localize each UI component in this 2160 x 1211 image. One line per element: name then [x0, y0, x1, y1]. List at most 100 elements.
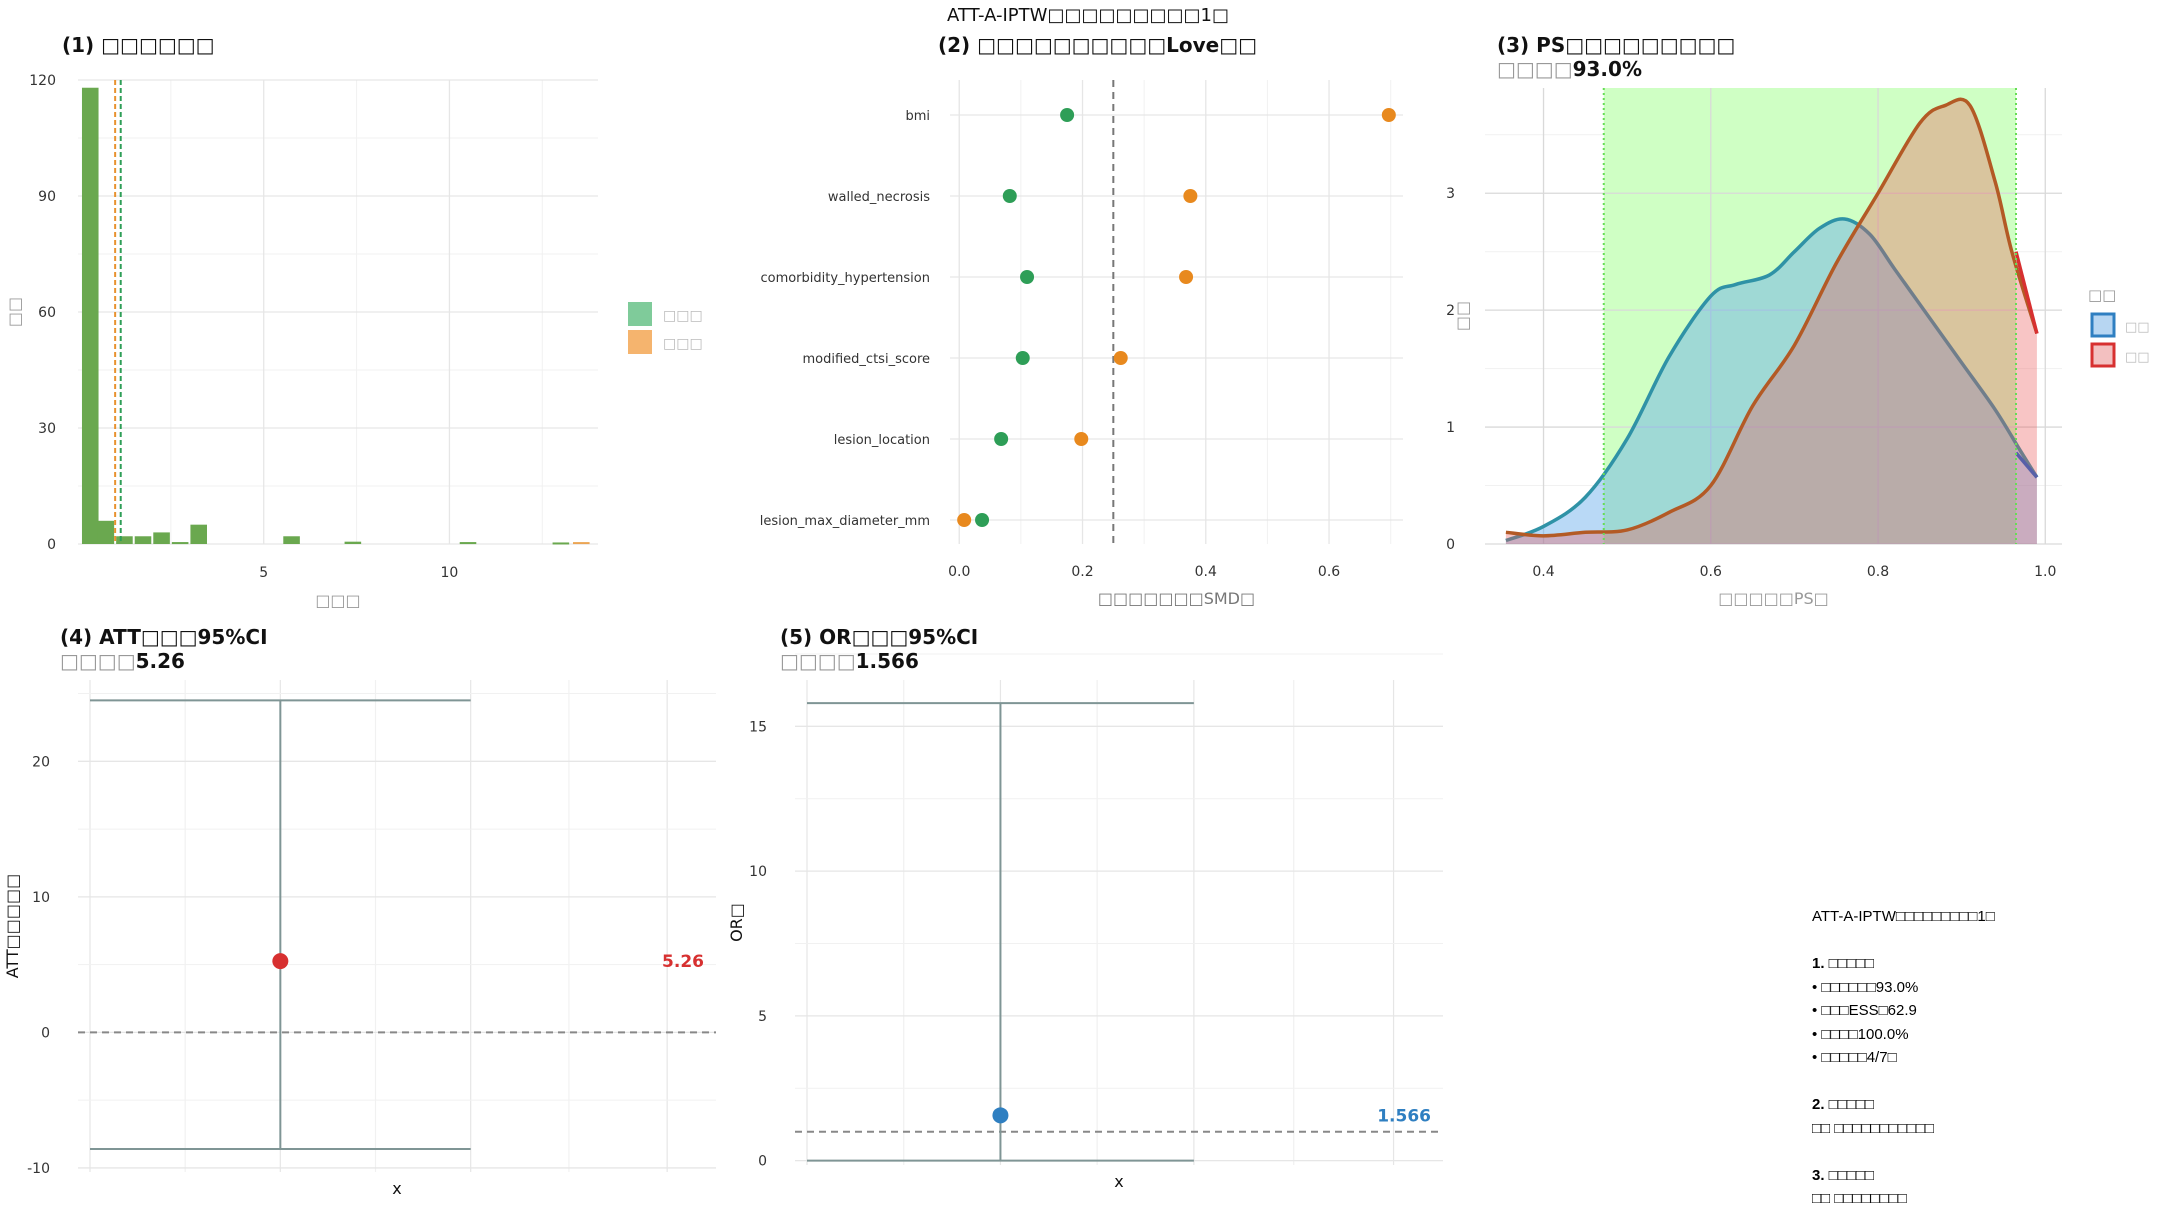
- histogram-bar: [81, 87, 99, 544]
- covariate-label: lesion_max_diameter_mm: [760, 514, 930, 529]
- histogram-bar: [97, 520, 115, 544]
- y-tick-label: 0: [47, 537, 56, 553]
- summary-section-3-head: 3. □□□□□: [1812, 1166, 1874, 1184]
- figure-title: ATT-A-IPTW□□□□□□□□□1□: [947, 5, 1229, 26]
- smd-point-unweighted: [957, 513, 972, 527]
- estimate-label: 5.26: [662, 952, 704, 972]
- summary-line: • □□□ESS□62.9: [1812, 1002, 1917, 1019]
- y-tick-label: 10: [749, 864, 767, 880]
- smd-point-weighted: [994, 432, 1009, 446]
- density-area-treated: [1505, 99, 2037, 544]
- smd-point-unweighted: [1183, 189, 1198, 203]
- x-axis-label: □□□□□PS□: [1718, 589, 1829, 608]
- y-tick-label: 0: [41, 1025, 50, 1041]
- legend-title: □□: [2088, 286, 2116, 304]
- smd-point-weighted: [1015, 351, 1030, 365]
- x-tick-label: 1.0: [2034, 564, 2056, 580]
- density-line-treated: [1505, 97, 2039, 538]
- att-panel: -10 0 10 20 5.26 x ATT□□□□□: [3, 680, 716, 1198]
- density-line-treated-edge: [2014, 251, 2039, 334]
- density-line-control: [1505, 217, 2039, 543]
- histogram-bar: [153, 532, 170, 544]
- x-axis-label: □□□□□□□SMD□: [1098, 589, 1255, 608]
- legend-swatch: [2090, 342, 2116, 368]
- density-line-control-edge: [2014, 451, 2039, 479]
- y-tick-label: 0: [1446, 537, 1455, 553]
- smd-point-weighted: [975, 513, 990, 527]
- y-axis-label: □□: [5, 297, 24, 327]
- y-tick-label: 90: [38, 189, 56, 205]
- panel-3-subtitle: □□□□93.0%: [1497, 57, 1642, 81]
- histogram-bar: [344, 541, 362, 544]
- summary-line: • □□□□□4/7□: [1812, 1049, 1897, 1066]
- histogram-bar: [573, 542, 590, 545]
- x-tick-label: 5: [259, 565, 268, 581]
- histogram-bar: [552, 542, 570, 545]
- point-estimate: [272, 953, 289, 970]
- smd-point-unweighted: [1074, 432, 1089, 446]
- histogram-bar: [190, 524, 207, 544]
- histogram-bar: [459, 542, 477, 545]
- smd-point-unweighted: [1179, 270, 1194, 284]
- estimate-label: 1.566: [1377, 1106, 1431, 1126]
- panel-1-title: (1) □□□□□□: [62, 33, 215, 57]
- y-tick-label: 2: [1446, 303, 1455, 319]
- y-tick-label: 30: [38, 421, 56, 437]
- panel-3-title: (3) PS□□□□□□□□□: [1497, 33, 1735, 57]
- legend-label: □□: [2125, 320, 2150, 335]
- x-tick-label: 0.2: [1071, 564, 1093, 580]
- histogram-bar: [171, 542, 189, 545]
- summary-section-2-head: 2. □□□□□: [1812, 1096, 1874, 1113]
- legend-label: □□□: [663, 336, 703, 352]
- y-tick-label: 10: [32, 890, 50, 906]
- legend-swatch: [628, 302, 652, 326]
- histogram-bar: [116, 536, 133, 544]
- y-tick-label: 20: [32, 754, 50, 770]
- x-axis-label: □□□: [315, 591, 360, 610]
- smd-point-weighted: [1060, 108, 1075, 122]
- y-tick-label: 5: [758, 1009, 767, 1025]
- summary-line: □□ □□□□□□□□□□□: [1812, 1119, 1934, 1137]
- summary-line: • □□□□□□93.0%: [1812, 978, 1919, 996]
- y-tick-label: 60: [38, 305, 56, 321]
- summary-section-1-head: 1. □□□□□: [1812, 955, 1874, 972]
- legend-label: □□□: [663, 308, 703, 324]
- x-tick-label: 0.4: [1532, 564, 1554, 580]
- smd-point-unweighted: [1381, 108, 1396, 122]
- x-tick-label: 0.0: [948, 564, 970, 580]
- legend-swatch: [2090, 312, 2116, 338]
- covariate-label: lesion_location: [834, 433, 930, 448]
- summary-title: ATT-A-IPTW□□□□□□□□□1□: [1812, 908, 1995, 925]
- histogram-bar: [134, 536, 152, 544]
- y-tick-label: 120: [29, 73, 56, 89]
- x-axis-label: x: [392, 1179, 401, 1198]
- summary-line: □□ □□□□□□□□: [1812, 1190, 1907, 1207]
- y-tick-label: 15: [749, 719, 767, 735]
- ps-overlap-panel: 0.4 0.6 0.8 1.0 0 1 2 3 □□□□□PS□ □□ □□ □□ □□: [1446, 88, 2150, 608]
- point-estimate: [992, 1107, 1009, 1124]
- legend-label: □□: [2125, 350, 2150, 365]
- y-tick-label: 3: [1446, 186, 1455, 202]
- x-tick-label: 10: [441, 565, 459, 581]
- panel-4-title: (4) ATT□□□95%CI: [60, 625, 268, 649]
- summary-line: • □□□□100.0%: [1812, 1025, 1909, 1043]
- love-plot-panel: 0.0 0.2 0.4 0.6 bmi walled_necrosis comorbidit…: [760, 80, 1403, 608]
- x-axis-label: x: [1114, 1172, 1123, 1191]
- smd-point-unweighted: [1113, 351, 1128, 365]
- y-axis-label: ATT□□□□□: [3, 874, 22, 979]
- x-tick-label: 0.4: [1195, 564, 1217, 580]
- smd-point-weighted: [1002, 189, 1017, 203]
- histogram-bar: [283, 536, 300, 544]
- covariate-label: walled_necrosis: [828, 190, 930, 205]
- panel-2-title: (2) □□□□□□□□□□Love□□: [938, 33, 1257, 57]
- x-tick-label: 0.8: [1867, 564, 1889, 580]
- y-axis-label: OR□: [727, 903, 746, 942]
- y-tick-label: 0: [758, 1154, 767, 1170]
- summary-text-panel: ATT-A-IPTW□□□□□□□□□1□ 1. □□□□□ • □□□□□□9…: [1812, 905, 2142, 1211]
- panel-5-subtitle: □□□□1.566: [780, 649, 919, 673]
- panel-5-title: (5) OR□□□95%CI: [780, 625, 978, 649]
- covariate-label: bmi: [905, 109, 930, 124]
- y-tick-label: -10: [27, 1161, 50, 1177]
